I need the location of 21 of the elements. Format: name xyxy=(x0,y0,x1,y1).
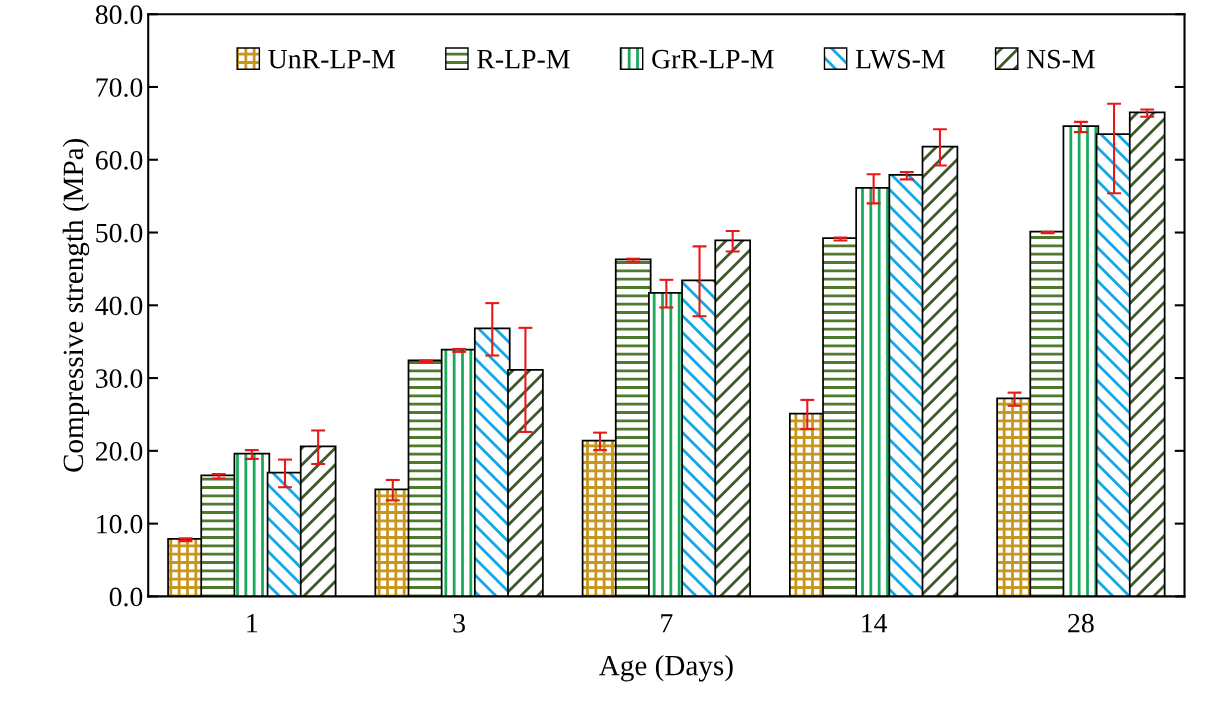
y-tick-label: 30.0 xyxy=(96,369,143,389)
x-tick-label: 7 xyxy=(661,614,673,633)
legend-label: GrR-LP-M xyxy=(652,49,774,69)
legend-label: R-LP-M xyxy=(477,50,570,69)
x-tick-label: 14 xyxy=(862,614,888,633)
y-tick-label: 70.0 xyxy=(96,78,143,98)
legend-label: LWS-M xyxy=(855,49,945,69)
x-tick-label: 3 xyxy=(453,613,465,633)
y-tick-label: 0.0 xyxy=(109,587,143,607)
legend-label: NS-M xyxy=(1026,49,1095,69)
y-tick-label: 60.0 xyxy=(95,150,143,170)
x-axis-title: Age (Days) xyxy=(599,654,733,682)
y-tick-label: 40.0 xyxy=(95,296,143,316)
y-tick-label: 10.0 xyxy=(97,514,143,534)
legend-label: UnR-LP-M xyxy=(268,50,395,69)
y-axis-title: Compressive strength (MPa) xyxy=(62,138,90,472)
x-tick-label: 28 xyxy=(1068,613,1094,633)
y-tick-label: 20.0 xyxy=(95,442,143,461)
y-tick-label: 80.0 xyxy=(95,5,143,25)
x-tick-label: 1 xyxy=(247,614,258,633)
y-tick-label: 50.0 xyxy=(96,223,143,243)
